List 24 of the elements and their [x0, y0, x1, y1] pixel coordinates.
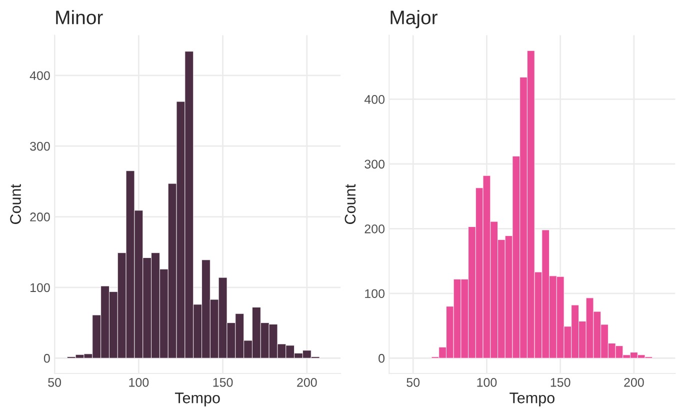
x-tick-label: 150	[550, 378, 570, 387]
y-axis-title: Count	[344, 184, 356, 224]
x-tick-label: 150	[213, 378, 233, 387]
x-axis-title: Tempo	[510, 392, 554, 406]
x-tick-label: 100	[477, 378, 497, 387]
y-axis-title: Count	[10, 184, 21, 224]
y-tick-label: 300	[364, 160, 385, 169]
x-tick-label: 200	[297, 378, 317, 387]
x-tick-label: 100	[129, 378, 149, 387]
y-tick-label: 100	[365, 289, 385, 298]
y-tick-label: 200	[364, 224, 385, 234]
x-axis-title: Tempo	[174, 392, 220, 406]
y-tick-label: 100	[30, 283, 50, 292]
y-tick-label: 400	[364, 95, 385, 104]
y-tick-label: 0	[44, 354, 50, 363]
y-tick-label: 200	[30, 212, 50, 222]
y-tick-label: 0	[378, 354, 385, 363]
y-tick-label: 400	[30, 71, 50, 80]
x-tick-label: 50	[406, 378, 420, 387]
chart-title: Major	[390, 10, 438, 28]
x-tick-label: 200	[624, 378, 644, 387]
chart-title: Minor	[56, 10, 103, 24]
x-tick-label: 50	[48, 378, 62, 387]
y-tick-label: 300	[30, 142, 50, 151]
